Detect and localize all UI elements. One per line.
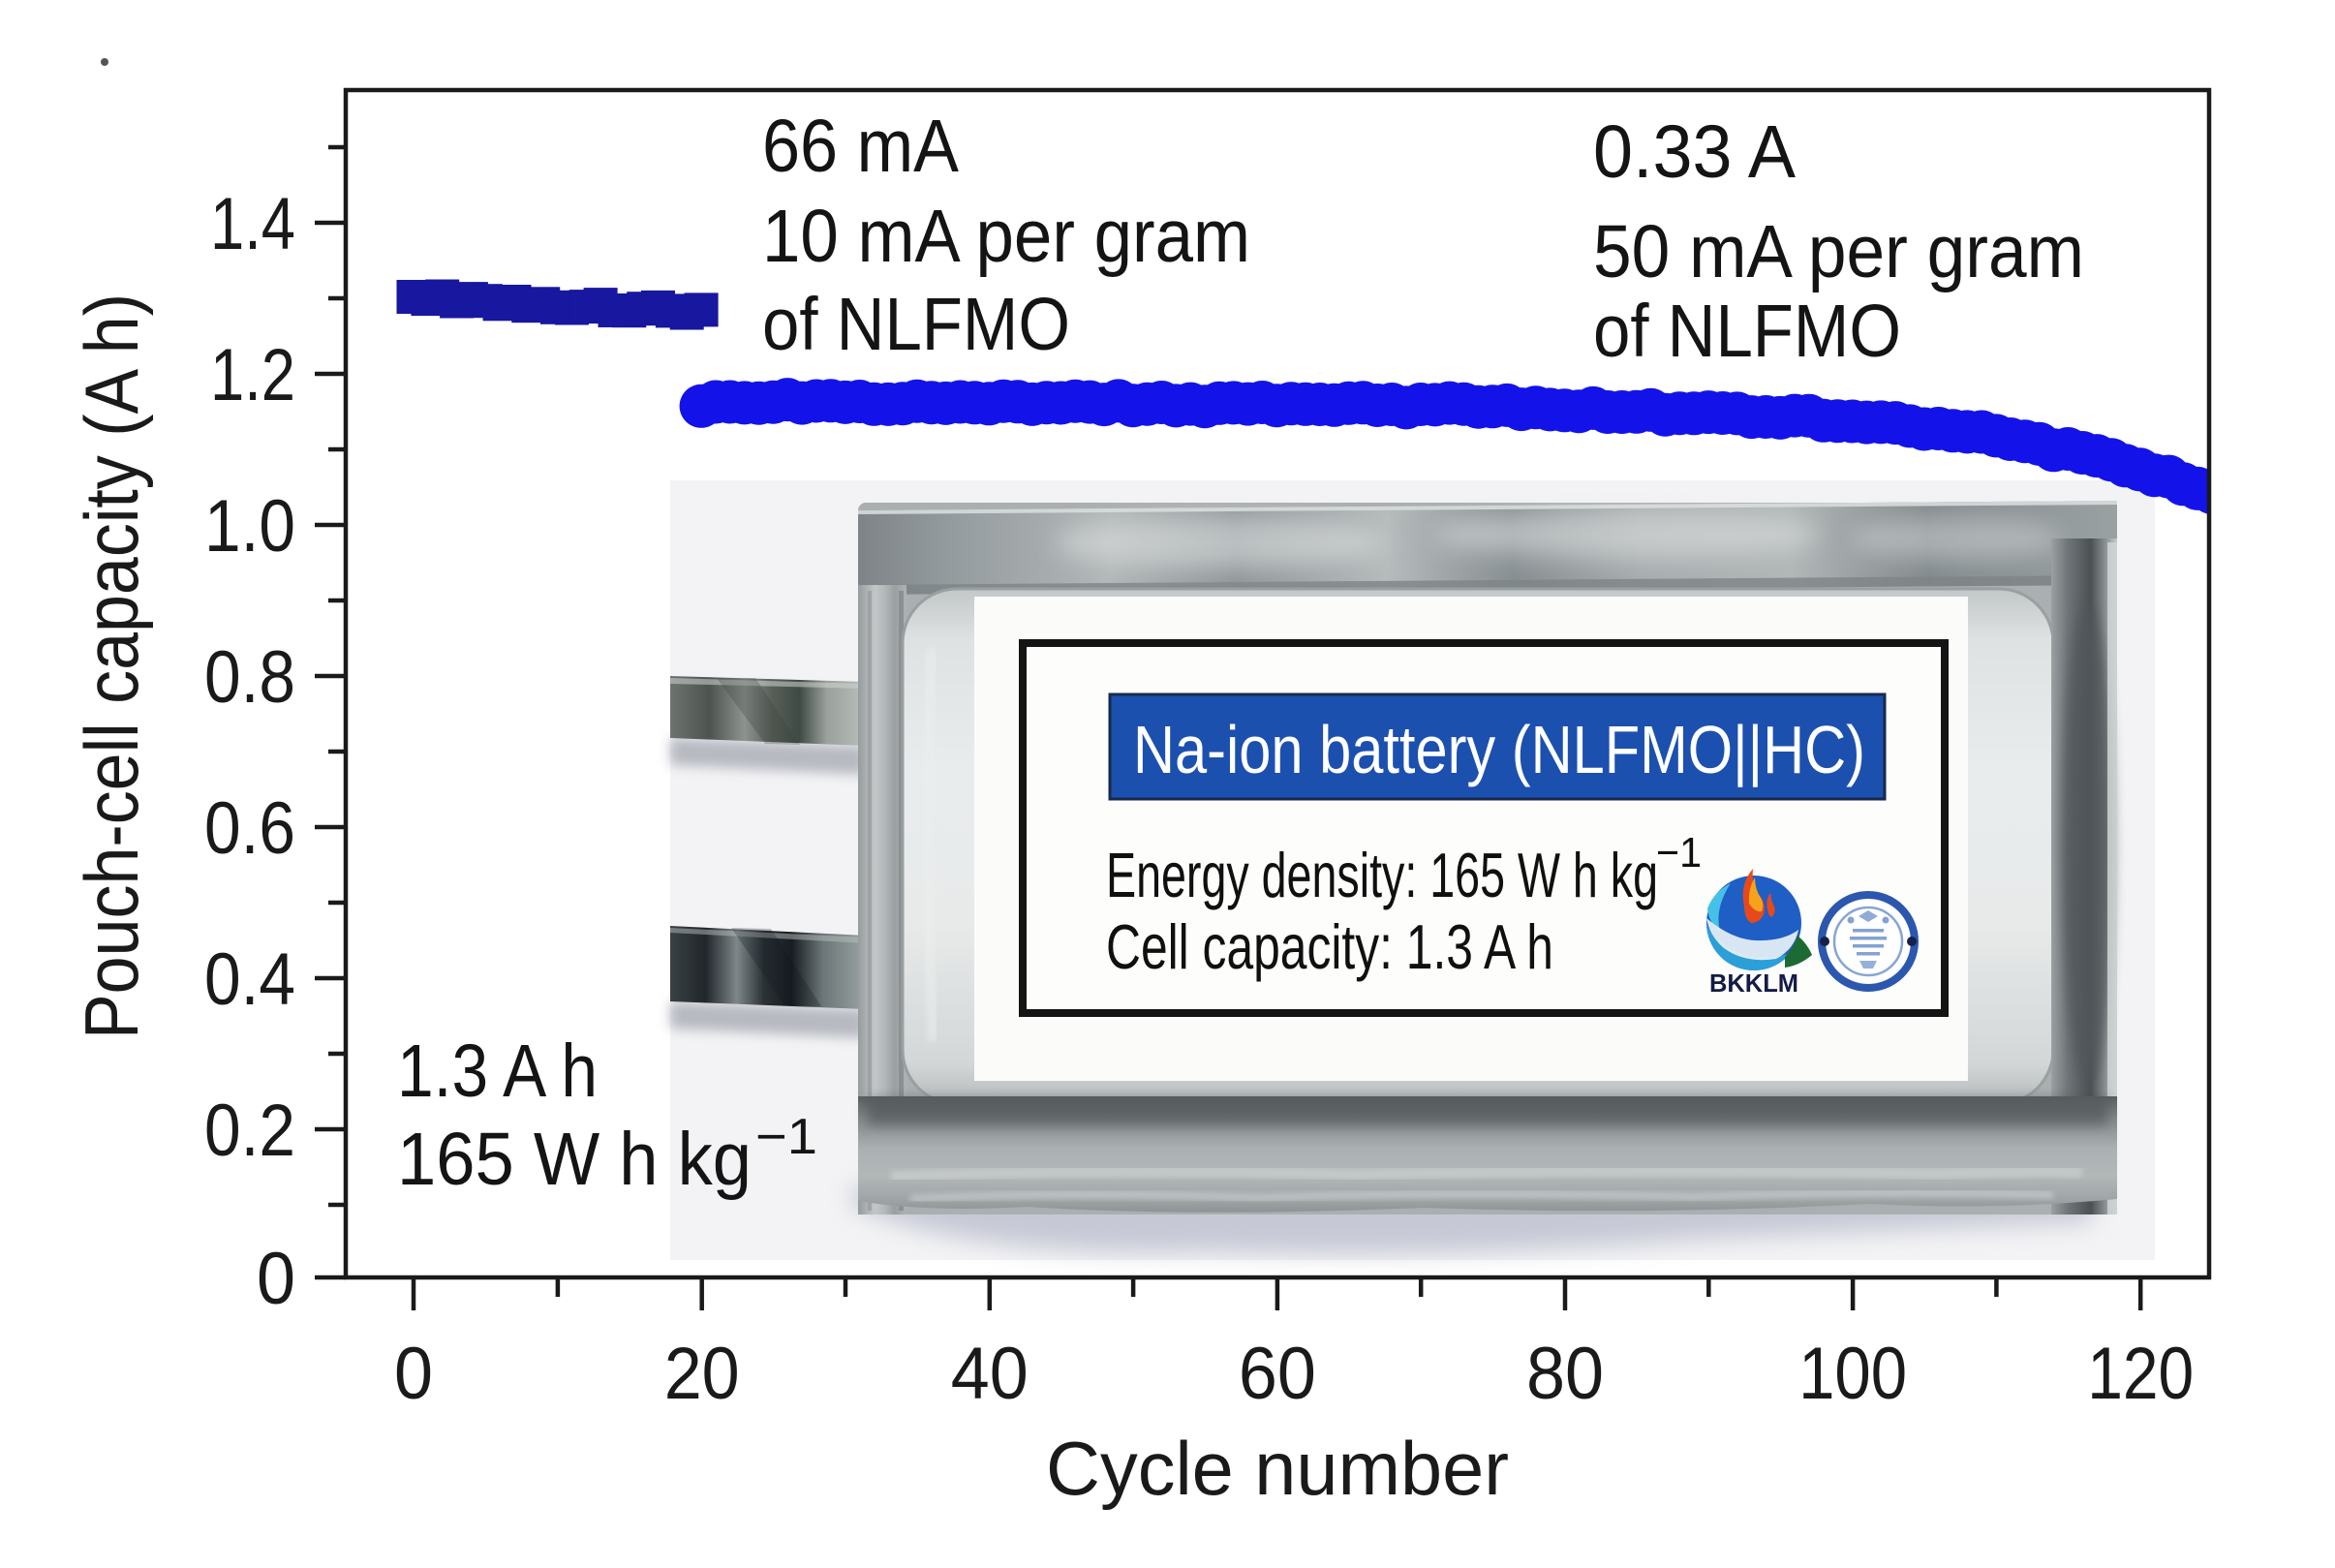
svg-text:1.4: 1.4 [210,183,295,265]
svg-text:0: 0 [394,1333,433,1415]
svg-text:−1: −1 [1656,829,1702,876]
svg-text:100: 100 [1798,1333,1907,1415]
svg-text:0.8: 0.8 [204,636,295,719]
svg-text:1.0: 1.0 [204,485,295,568]
svg-text:0.6: 0.6 [204,787,295,870]
svg-text:40: 40 [951,1333,1029,1415]
svg-text:of NLFMO: of NLFMO [762,283,1070,366]
svg-text:165 W h kg: 165 W h kg [397,1118,752,1201]
svg-text:0.2: 0.2 [204,1090,295,1172]
svg-text:Pouch-cell capacity (A h): Pouch-cell capacity (A h) [69,293,154,1039]
svg-text:Cycle number: Cycle number [1046,1426,1509,1511]
svg-text:of NLFMO: of NLFMO [1593,290,1901,373]
svg-text:10 mA per gram: 10 mA per gram [762,195,1250,278]
svg-text:BKKLM: BKKLM [1709,968,1798,998]
svg-text:66 mA: 66 mA [762,105,960,188]
svg-text:0.33 A: 0.33 A [1593,110,1797,194]
svg-text:Na-ion battery (NLFMO||HC): Na-ion battery (NLFMO||HC) [1133,712,1865,787]
svg-text:20: 20 [664,1333,740,1415]
svg-text:Cell capacity: 1.3 A h: Cell capacity: 1.3 A h [1106,911,1553,982]
svg-text:0.4: 0.4 [204,938,295,1021]
svg-text:50 mA per gram: 50 mA per gram [1593,210,2084,293]
svg-text:1.3 A h: 1.3 A h [397,1030,598,1113]
svg-text:Energy density: 165 W h kg: Energy density: 165 W h kg [1106,840,1658,910]
svg-text:−1: −1 [755,1109,817,1165]
svg-text:0: 0 [257,1238,295,1320]
svg-text:80: 80 [1526,1333,1604,1415]
svg-text:60: 60 [1239,1333,1316,1415]
svg-text:1.2: 1.2 [210,334,295,416]
svg-text:120: 120 [2087,1333,2194,1415]
